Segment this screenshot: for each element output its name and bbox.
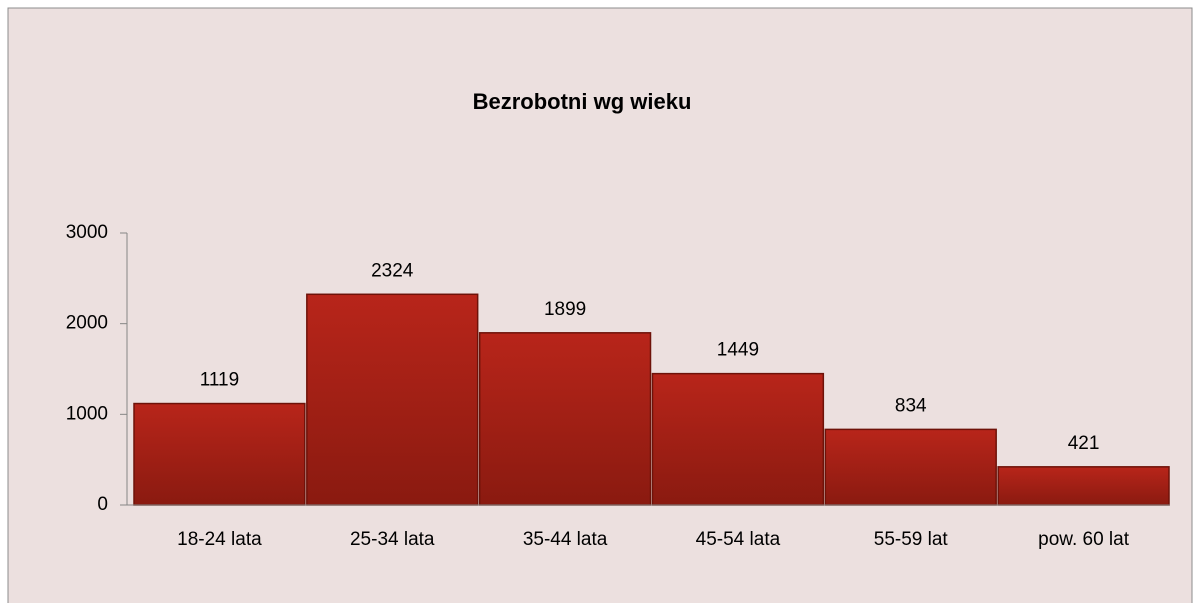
chart-title: Bezrobotni wg wieku <box>473 89 692 114</box>
x-tick-label: 35-44 lata <box>523 529 608 550</box>
y-tick-label: 0 <box>97 494 108 515</box>
data-label: 1449 <box>717 340 759 361</box>
x-tick-label: 25-34 lata <box>350 529 435 550</box>
bar <box>478 332 652 506</box>
data-label: 2324 <box>371 260 414 281</box>
x-tick-label: pow. 60 lat <box>1038 529 1130 550</box>
bar <box>824 428 997 506</box>
chart-area <box>7 7 1193 608</box>
data-label: 1899 <box>544 299 586 320</box>
bar <box>997 466 1170 506</box>
x-tick-label: 18-24 lata <box>177 529 262 550</box>
y-tick-label: 3000 <box>66 222 108 243</box>
y-tick-label: 2000 <box>66 313 108 334</box>
data-label: 1119 <box>200 370 239 391</box>
x-tick-label: 45-54 lata <box>696 529 781 550</box>
bar <box>651 372 825 506</box>
bar <box>133 402 306 506</box>
data-label: 421 <box>1068 433 1100 454</box>
bar <box>306 293 479 506</box>
data-label: 834 <box>895 395 927 416</box>
y-tick-label: 1000 <box>66 403 108 424</box>
x-tick-label: 55-59 lat <box>874 529 949 550</box>
